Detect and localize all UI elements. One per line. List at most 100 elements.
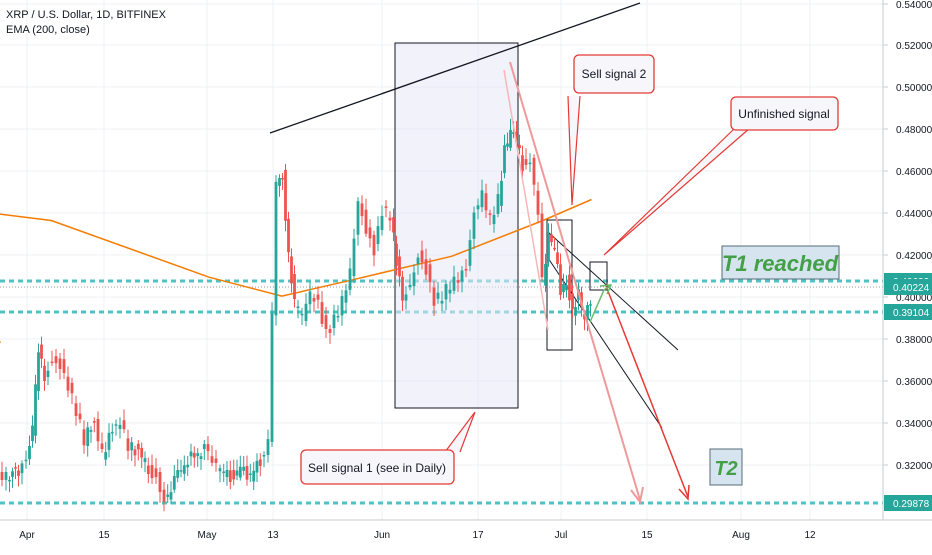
candle-body [290, 256, 293, 284]
candle-body [182, 465, 186, 474]
candle-body [320, 302, 324, 324]
candle-body [154, 468, 158, 478]
candle-body [46, 370, 50, 377]
candle-body [503, 145, 506, 174]
unfinished-signal-box [589, 261, 608, 291]
candle-body [162, 489, 166, 502]
candle-body [428, 264, 432, 283]
candle-body [104, 452, 108, 460]
candle-body [166, 494, 170, 497]
projection-arrow-long [509, 61, 641, 501]
candle-body [404, 294, 408, 301]
candle-body [176, 470, 180, 478]
candle-body [86, 427, 90, 446]
price-axis-tick-label: 0.44000 [896, 209, 932, 220]
candle-body [518, 144, 521, 149]
candle-body [89, 430, 93, 432]
candle-body [179, 470, 183, 472]
candle-body [82, 429, 86, 446]
time-axis[interactable]: Apr 15 May 13 Jun 17 Jul 15 Aug 12 [0, 519, 932, 550]
candle-body [388, 217, 392, 221]
candle-body [206, 444, 210, 451]
price-axis-tick-label: 0.54000 [896, 0, 932, 11]
candle-body [293, 274, 296, 299]
time-axis-tick-label: 13 [267, 530, 279, 541]
symbol-title: XRP / U.S. Dollar, 1D, BITFINEX [6, 9, 166, 21]
price-axis-tick-label: 0.52000 [896, 41, 932, 52]
candle-body [440, 300, 444, 304]
price-axis-tick-label: 0.46000 [896, 167, 932, 178]
candle-body [66, 376, 70, 391]
candle-body [452, 276, 456, 291]
candle-body [11, 471, 14, 477]
candle-body [28, 446, 31, 460]
candle-body [376, 226, 380, 244]
candle-body [300, 313, 304, 316]
candle-body [100, 443, 104, 449]
candle-body [34, 384, 37, 436]
callout-sell-signal-1-text: Sell signal 1 (see in Daily) [308, 461, 446, 475]
candle-body [580, 292, 583, 307]
candle-body [540, 213, 544, 278]
candle-body [37, 352, 40, 392]
price-tag-label: 0.39104 [893, 308, 930, 319]
candle-body [74, 403, 78, 416]
candle-body [189, 451, 193, 457]
candle-body [304, 303, 308, 321]
upper-trendline [269, 2, 641, 134]
price-axis-ticks: 0.54000 0.52000 0.50000 0.48000 0.46000 0.440… [883, 0, 932, 472]
t1-label-box [721, 245, 840, 280]
candle-body [521, 155, 524, 171]
candle-body [43, 365, 46, 381]
candle-body [110, 431, 114, 434]
candle-body [544, 264, 547, 286]
projection-arrow-faint [503, 69, 549, 331]
candle-body [512, 132, 515, 134]
candle-body [255, 460, 259, 473]
candle-body [158, 472, 162, 493]
candle-body [476, 205, 480, 210]
candle-body [31, 425, 34, 442]
price-tag-bg [884, 279, 932, 295]
candle-body [398, 256, 401, 277]
callout-unfinished-box [730, 96, 839, 131]
candle-body [509, 129, 512, 148]
candle-body [480, 190, 484, 208]
candle-body [133, 449, 137, 456]
recovery-arrow [589, 284, 613, 323]
candle-body [364, 209, 368, 234]
price-axis[interactable]: 0.54000 0.52000 0.50000 0.48000 0.46000 0.440… [882, 0, 932, 520]
candle-body [50, 361, 54, 364]
candle-body [122, 420, 126, 430]
candle-body [192, 452, 196, 458]
price-axis-tick-label: 0.34000 [896, 419, 932, 430]
price-axis-tick-label: 0.38000 [896, 335, 932, 346]
callout-sell-signal-1-box [300, 449, 455, 485]
candle-body [547, 234, 550, 262]
candle-body [468, 240, 472, 266]
callout-sell-signal-2-box [573, 54, 655, 94]
candle-body [245, 466, 249, 480]
candle-body [456, 280, 460, 283]
price-tag-bg [884, 495, 932, 511]
channel-line-upper [547, 231, 679, 351]
projection-arrow-down-head [678, 484, 690, 501]
candle-body [583, 314, 586, 320]
candle-body [130, 442, 134, 451]
candle-body [58, 358, 62, 369]
price-axis-tick-label: 0.48000 [896, 125, 932, 136]
candle-body [344, 290, 348, 303]
candle-body [270, 313, 274, 442]
candle-body [532, 157, 536, 185]
candle-body [328, 329, 332, 333]
candle-body [78, 413, 82, 420]
candle-body [324, 315, 328, 329]
candle-body [464, 269, 468, 271]
candle-body [228, 470, 232, 482]
candle-body [210, 456, 214, 463]
candle-body [150, 465, 154, 479]
candle-body [515, 131, 518, 142]
